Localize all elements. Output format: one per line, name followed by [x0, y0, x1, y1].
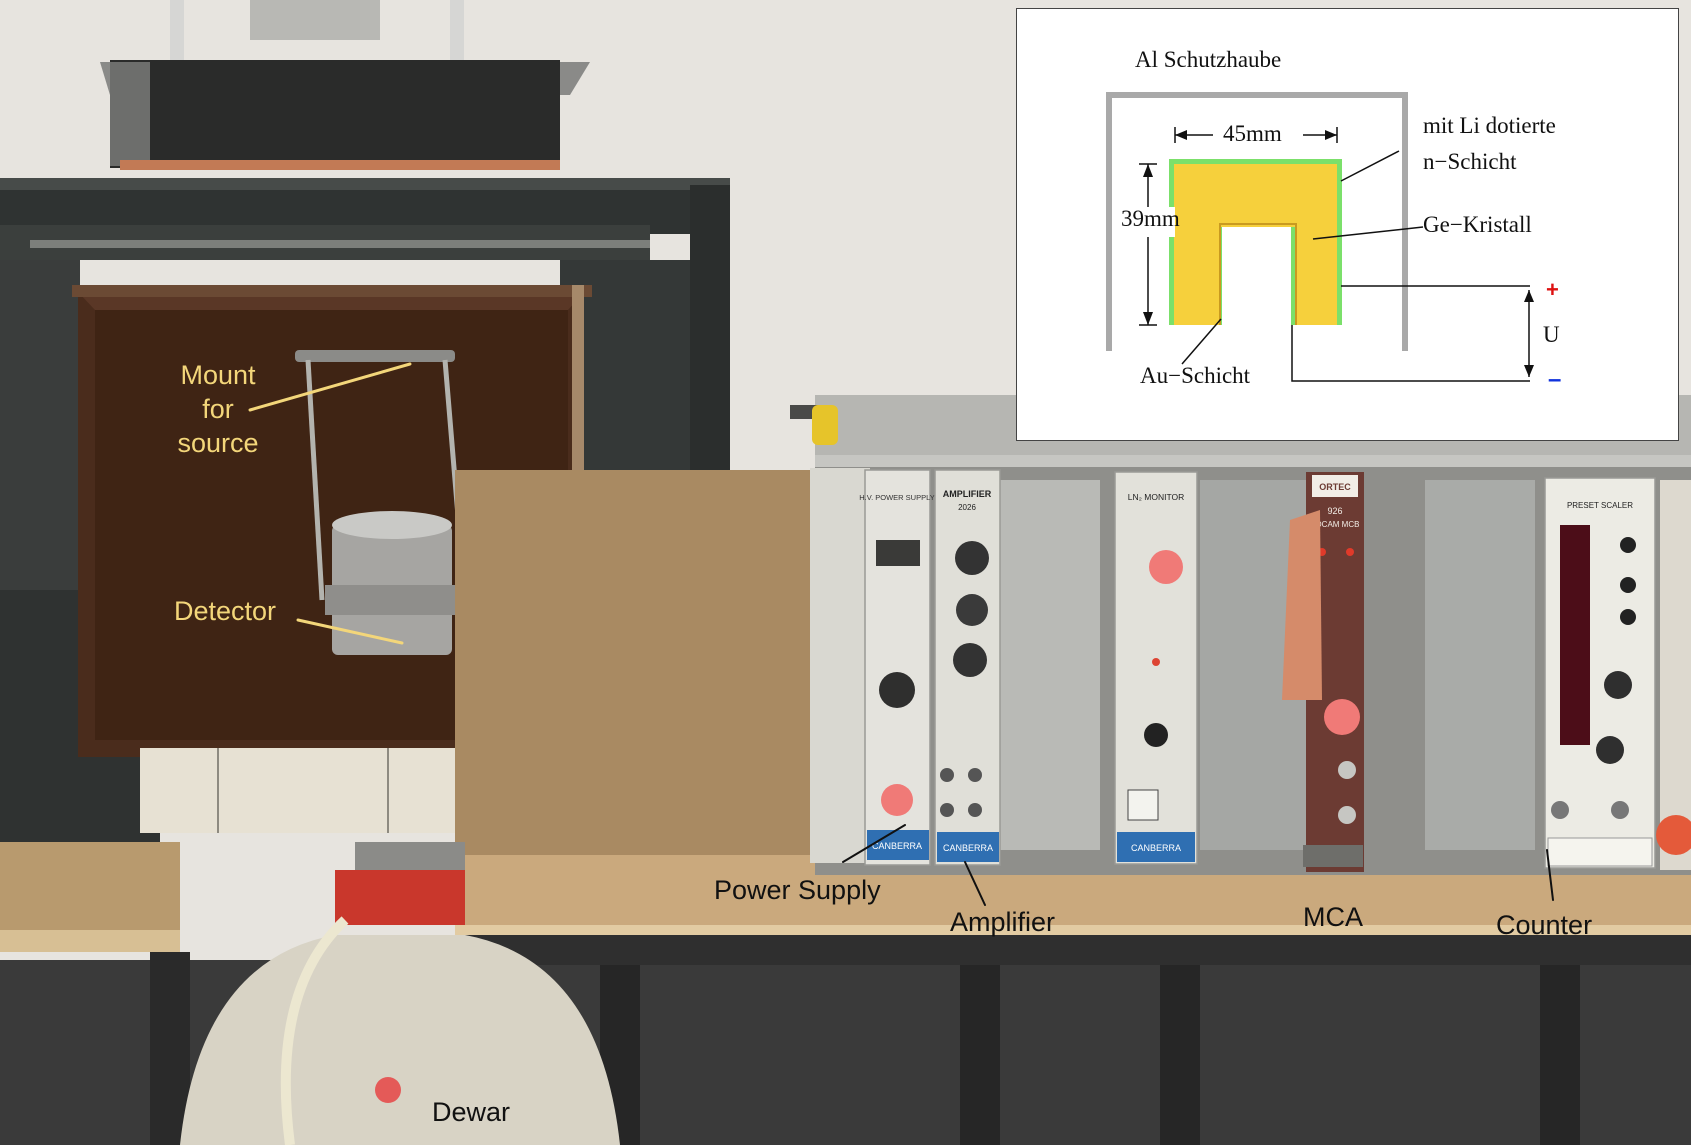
- detector-leader: [296, 618, 404, 645]
- hv-module-title: H.V. POWER SUPPLY: [859, 493, 934, 502]
- ln2-canberra-badge: CANBERRA: [1131, 843, 1181, 853]
- hv-canberra-badge: CANBERRA: [872, 841, 922, 851]
- red-tag: [1282, 510, 1322, 700]
- au-layer-label: Au−Schicht: [1140, 363, 1251, 388]
- adcam-model: 926: [1327, 506, 1342, 516]
- amp-module-title: AMPLIFIER: [943, 489, 992, 499]
- height-39mm-label: 39mm: [1121, 206, 1180, 231]
- ln2-module-title: LN₂ MONITOR: [1128, 492, 1185, 502]
- al-hood-outline: [1106, 92, 1408, 351]
- ge-crystal-label: Ge−Kristall: [1423, 212, 1532, 237]
- amplifier-module: AMPLIFIER 2026 CANBERRA: [934, 469, 1001, 866]
- annotation-lines: [248, 362, 1554, 906]
- preset-scaler-module: PRESET SCALER: [1544, 477, 1656, 869]
- mount-leader: [248, 362, 412, 412]
- amplifier-leader: [964, 861, 986, 906]
- amp-module-model: 2026: [958, 503, 976, 512]
- ortec-logo-text: ORTEC: [1319, 482, 1351, 492]
- ge-crystal: [1174, 164, 1337, 325]
- scaler-title: PRESET SCALER: [1567, 501, 1633, 510]
- negative-terminal-label: –: [1548, 366, 1562, 393]
- al-hood-label: Al Schutzhaube: [1135, 47, 1282, 72]
- mca-label: MCA: [1303, 902, 1363, 932]
- positive-terminal-label: +: [1546, 277, 1559, 302]
- circuit-minus-wire: [1291, 325, 1530, 382]
- counter-leader: [1546, 849, 1554, 901]
- au-layer-rim: [1219, 223, 1297, 325]
- crystal-leader: [1312, 226, 1424, 240]
- detector-label: Detector: [174, 596, 277, 626]
- hv-power-supply-module: H.V. POWER SUPPLY CANBERRA: [810, 468, 935, 866]
- li-layer-label-line1: mit Li dotierte: [1423, 113, 1556, 138]
- dewar: [180, 842, 620, 1145]
- mount-for-source-label: Mount for source: [177, 360, 259, 458]
- dewar-label: Dewar: [432, 1097, 511, 1127]
- li-layer-leader: [1340, 150, 1400, 182]
- li-layer-label-line2: n−Schicht: [1423, 149, 1517, 174]
- voltage-u-label: U: [1543, 322, 1560, 347]
- schematic-drawing: [1106, 92, 1534, 382]
- power-supply-leader: [842, 824, 906, 863]
- amplifier-label: Amplifier: [950, 907, 1056, 937]
- au-layer-leader: [1181, 318, 1222, 365]
- adcam-title: ADCAM MCB: [1311, 520, 1360, 529]
- power-supply-label: Power Supply: [714, 875, 881, 905]
- detector-schematic-inset: Al Schutzhaube 45mm 39mm mit Li dotierte…: [1016, 8, 1679, 441]
- amp-canberra-badge: CANBERRA: [943, 843, 993, 853]
- counter-label: Counter: [1496, 910, 1593, 940]
- ln2-monitor-module: LN₂ MONITOR CANBERRA: [1114, 471, 1198, 865]
- width-45mm-label: 45mm: [1223, 121, 1282, 146]
